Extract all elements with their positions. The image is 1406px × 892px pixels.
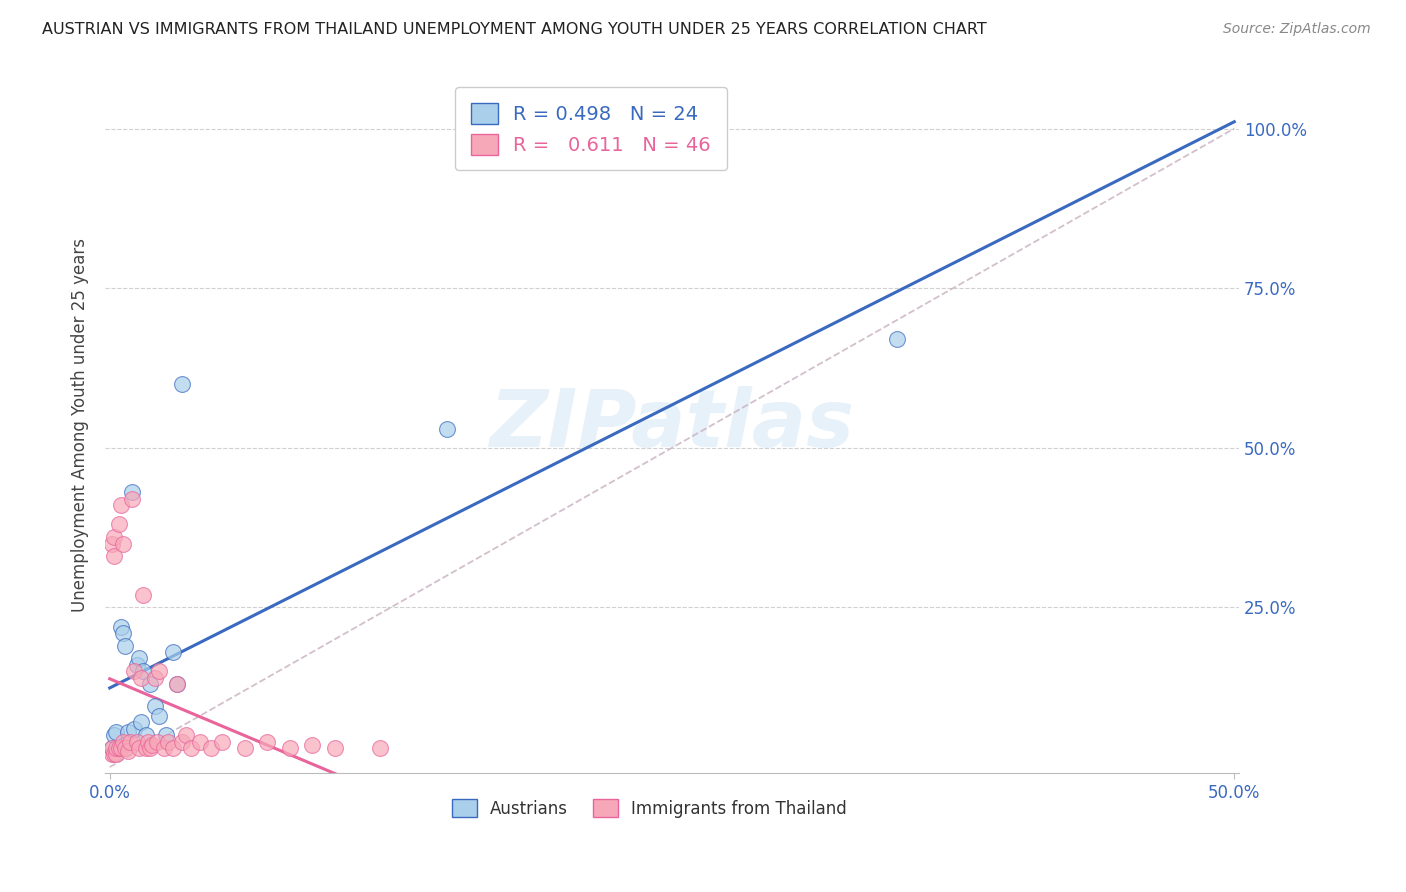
Point	[146, 734, 169, 748]
Point	[117, 725, 139, 739]
Point	[148, 665, 170, 679]
Point	[278, 740, 301, 755]
Point	[180, 740, 202, 755]
Point	[166, 677, 188, 691]
Point	[121, 491, 143, 506]
Point	[128, 651, 150, 665]
Point	[124, 665, 146, 679]
Point	[323, 740, 346, 755]
Point	[110, 619, 132, 633]
Y-axis label: Unemployment Among Youth under 25 years: Unemployment Among Youth under 25 years	[72, 238, 89, 613]
Point	[139, 677, 162, 691]
Point	[112, 536, 135, 550]
Text: AUSTRIAN VS IMMIGRANTS FROM THAILAND UNEMPLOYMENT AMONG YOUTH UNDER 25 YEARS COR: AUSTRIAN VS IMMIGRANTS FROM THAILAND UNE…	[42, 22, 987, 37]
Point	[129, 671, 152, 685]
Point	[135, 728, 157, 742]
Point	[114, 639, 136, 653]
Text: Source: ZipAtlas.com: Source: ZipAtlas.com	[1223, 22, 1371, 37]
Point	[136, 734, 159, 748]
Point	[132, 665, 155, 679]
Point	[886, 332, 908, 346]
Point	[368, 740, 391, 755]
Point	[166, 677, 188, 691]
Point	[103, 530, 125, 544]
Point	[148, 709, 170, 723]
Point	[157, 734, 180, 748]
Point	[128, 740, 150, 755]
Text: ZIPatlas: ZIPatlas	[489, 386, 855, 465]
Point	[170, 376, 193, 391]
Point	[112, 734, 135, 748]
Point	[110, 498, 132, 512]
Point	[170, 734, 193, 748]
Point	[152, 740, 174, 755]
Point	[101, 536, 124, 550]
Point	[101, 740, 124, 755]
Point	[233, 740, 256, 755]
Point	[125, 657, 148, 672]
Point	[200, 740, 222, 755]
Point	[188, 734, 211, 748]
Point	[101, 740, 124, 755]
Point	[436, 422, 458, 436]
Point	[162, 740, 184, 755]
Point	[155, 728, 177, 742]
Point	[143, 671, 166, 685]
Point	[101, 747, 124, 762]
Point	[105, 725, 128, 739]
Point	[256, 734, 278, 748]
Point	[139, 740, 162, 755]
Point	[117, 744, 139, 758]
Point	[135, 740, 157, 755]
Point	[162, 645, 184, 659]
Point	[114, 740, 136, 755]
Point	[107, 517, 129, 532]
Point	[121, 485, 143, 500]
Point	[118, 734, 141, 748]
Point	[103, 549, 125, 564]
Point	[107, 740, 129, 755]
Point	[143, 699, 166, 714]
Point	[301, 738, 323, 752]
Point	[174, 728, 197, 742]
Point	[129, 715, 152, 730]
Point	[103, 728, 125, 742]
Point	[211, 734, 233, 748]
Point	[105, 747, 128, 762]
Point	[107, 740, 129, 755]
Point	[112, 626, 135, 640]
Point	[125, 734, 148, 748]
Point	[124, 722, 146, 736]
Point	[132, 588, 155, 602]
Legend: Austrians, Immigrants from Thailand: Austrians, Immigrants from Thailand	[444, 792, 853, 824]
Point	[103, 747, 125, 762]
Point	[141, 738, 163, 752]
Point	[105, 740, 128, 755]
Point	[110, 740, 132, 755]
